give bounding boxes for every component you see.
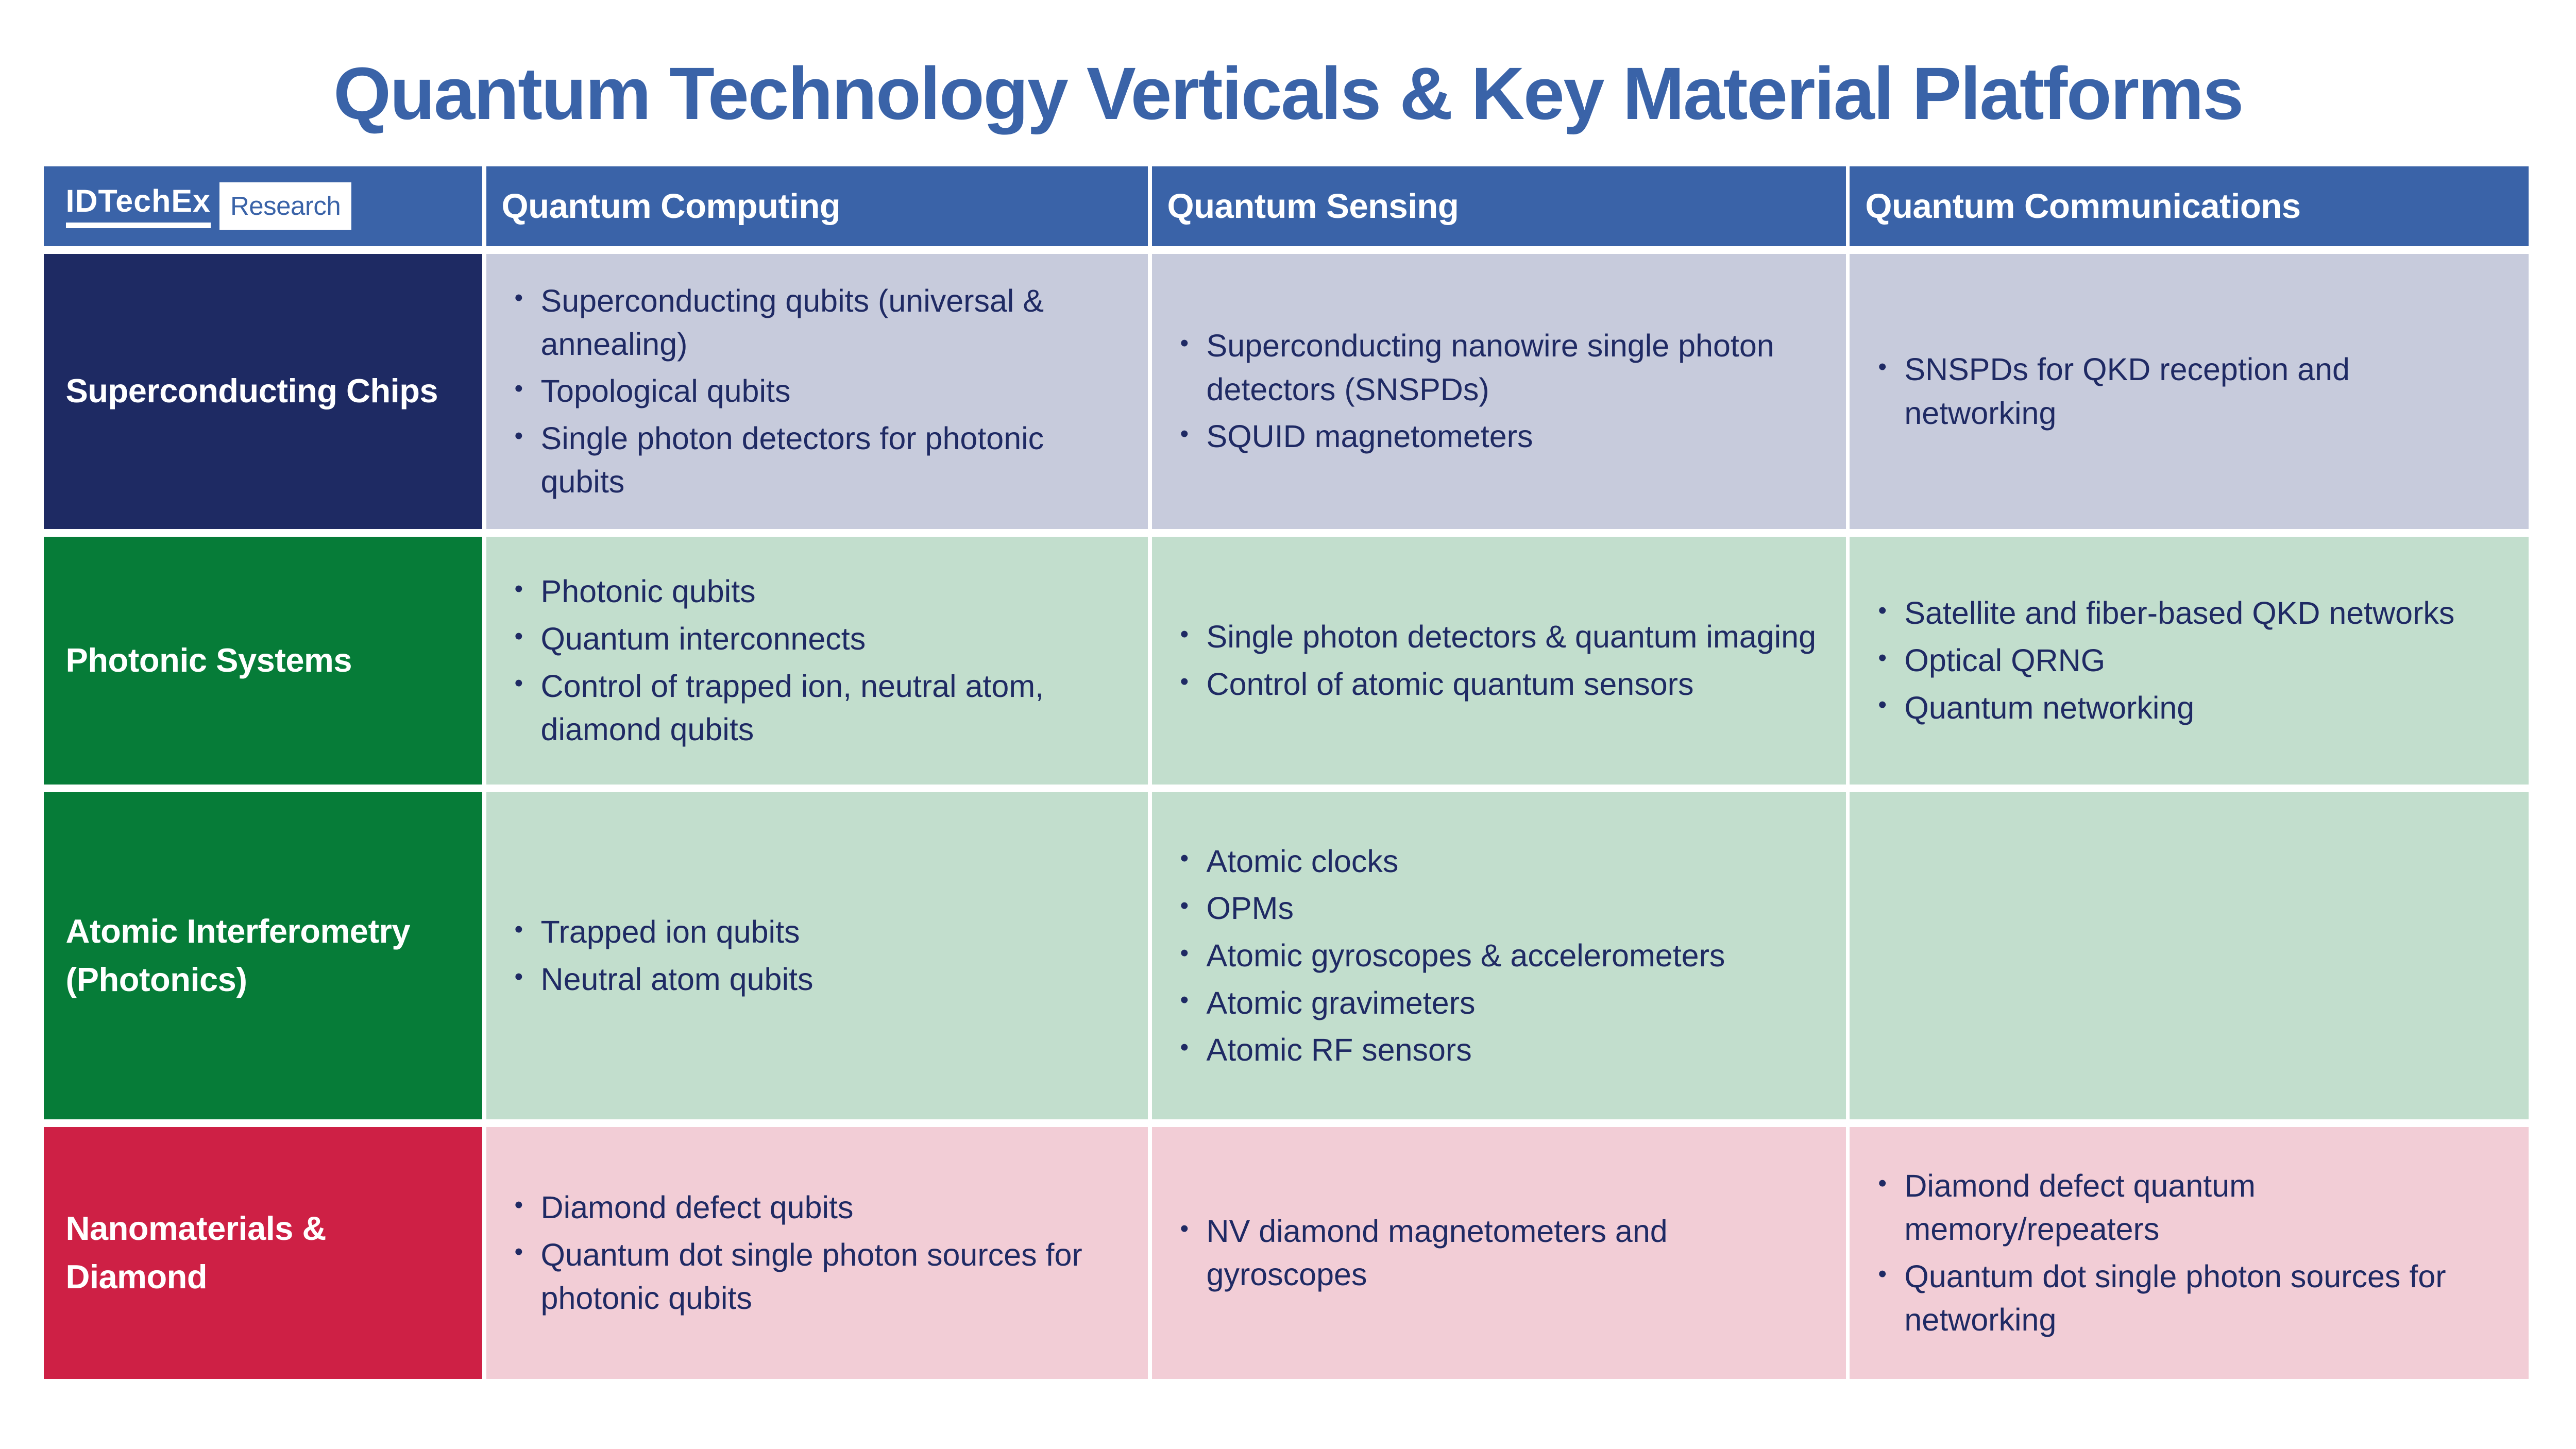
bullet-list: Single photon detectors & quantum imagin… [1173, 611, 1818, 710]
bullet-item: Diamond defect qubits [507, 1186, 1120, 1229]
bullet-item: Photonic qubits [507, 570, 1120, 613]
bullet-item: Optical QRNG [1870, 639, 2500, 682]
cell-superconducting-communications: SNSPDs for QKD reception and networking [1850, 253, 2529, 529]
bullet-item: Superconducting nanowire single photon d… [1173, 324, 1818, 411]
bullet-list: SNSPDs for QKD reception and networking [1870, 344, 2500, 438]
cell-nanomaterials-computing: Diamond defect qubits Quantum dot single… [486, 1127, 1148, 1379]
idtechex-logo: IDTechEx Research [44, 166, 483, 246]
bullet-item: Atomic clocks [1173, 840, 1818, 883]
cell-atomic-computing: Trapped ion qubits Neutral atom qubits [486, 792, 1148, 1119]
cell-nanomaterials-communications: Diamond defect quantum memory/repeaters … [1850, 1127, 2529, 1379]
cell-atomic-communications-empty [1850, 792, 2529, 1119]
logo-brand-text: IDTechEx [65, 183, 211, 218]
cell-photonic-sensing: Single photon detectors & quantum imagin… [1151, 536, 1846, 785]
bullet-item: Diamond defect quantum memory/repeaters [1870, 1164, 2500, 1251]
bullet-list: Satellite and fiber-based QKD networks O… [1870, 588, 2500, 734]
cell-photonic-communications: Satellite and fiber-based QKD networks O… [1850, 536, 2529, 785]
bullet-item: Atomic gravimeters [1173, 981, 1818, 1025]
logo-research-badge: Research [219, 182, 352, 230]
cell-photonic-computing: Photonic qubits Quantum interconnects Co… [486, 536, 1148, 785]
bullet-item: Control of trapped ion, neutral atom, di… [507, 664, 1120, 751]
bullet-item: Control of atomic quantum sensors [1173, 662, 1818, 706]
row-label-atomic-interferometry: Atomic Interferometry (Photonics) [44, 792, 483, 1119]
cell-nanomaterials-sensing: NV diamond magnetometers and gyroscopes [1151, 1127, 1846, 1379]
bullet-item: Single photon detectors & quantum imagin… [1173, 615, 1818, 658]
logo-underline [65, 223, 211, 229]
bullet-item: Quantum interconnects [507, 617, 1120, 660]
bullet-item: Atomic RF sensors [1173, 1028, 1818, 1071]
cell-atomic-sensing: Atomic clocks OPMs Atomic gyroscopes & a… [1151, 792, 1846, 1119]
row-label-superconducting-chips: Superconducting Chips [44, 253, 483, 529]
bullet-list: Atomic clocks OPMs Atomic gyroscopes & a… [1173, 836, 1818, 1076]
column-header-quantum-communications: Quantum Communications [1850, 166, 2529, 246]
bullet-item: NV diamond magnetometers and gyroscopes [1173, 1209, 1818, 1296]
bullet-list: Diamond defect quantum memory/repeaters … [1870, 1160, 2500, 1345]
cell-superconducting-computing: Superconducting qubits (universal & anne… [486, 253, 1148, 529]
bullet-item: Quantum dot single photon sources for ph… [507, 1233, 1120, 1320]
row-label-photonic-systems: Photonic Systems [44, 536, 483, 785]
bullet-item: Topological qubits [507, 369, 1120, 413]
verticals-platforms-table: IDTechEx Research Quantum Computing Quan… [44, 166, 2529, 1379]
logo-wordmark: IDTechEx [65, 183, 211, 229]
bullet-item: Satellite and fiber-based QKD networks [1870, 591, 2500, 635]
bullet-list: Trapped ion qubits Neutral atom qubits [507, 907, 1120, 1005]
column-header-quantum-computing: Quantum Computing [486, 166, 1148, 246]
bullet-list: Photonic qubits Quantum interconnects Co… [507, 566, 1120, 755]
bullet-list: Superconducting qubits (universal & anne… [507, 275, 1120, 507]
bullet-item: SQUID magnetometers [1173, 415, 1818, 458]
bullet-list: Superconducting nanowire single photon d… [1173, 320, 1818, 462]
bullet-list: Diamond defect qubits Quantum dot single… [507, 1182, 1120, 1323]
column-header-quantum-sensing: Quantum Sensing [1151, 166, 1846, 246]
bullet-item: Single photon detectors for photonic qub… [507, 417, 1120, 503]
bullet-item: SNSPDs for QKD reception and networking [1870, 348, 2500, 434]
row-label-nanomaterials-diamond: Nanomaterials & Diamond [44, 1127, 483, 1379]
bullet-item: Neutral atom qubits [507, 958, 1120, 1001]
bullet-item: Quantum dot single photon sources for ne… [1870, 1255, 2500, 1341]
bullet-list: NV diamond magnetometers and gyroscopes [1173, 1205, 1818, 1300]
bullet-item: Trapped ion qubits [507, 910, 1120, 953]
page-title: Quantum Technology Verticals & Key Mater… [333, 52, 2244, 135]
bullet-item: Superconducting qubits (universal & anne… [507, 279, 1120, 366]
bullet-item: OPMs [1173, 887, 1818, 930]
bullet-item: Atomic gyroscopes & accelerometers [1173, 934, 1818, 977]
cell-superconducting-sensing: Superconducting nanowire single photon d… [1151, 253, 1846, 529]
bullet-item: Quantum networking [1870, 686, 2500, 729]
